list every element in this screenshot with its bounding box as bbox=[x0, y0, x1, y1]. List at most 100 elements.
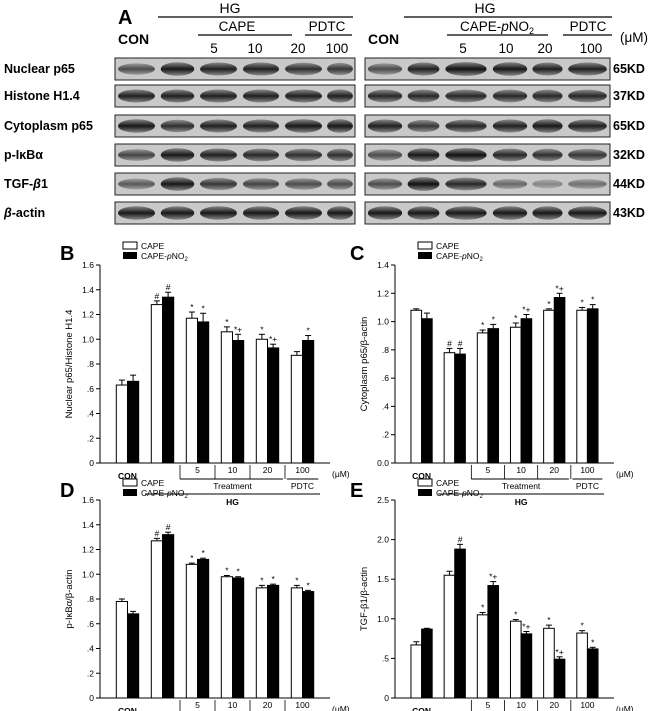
bar-cape-pno2 bbox=[454, 353, 466, 464]
x-label-con: CON bbox=[412, 706, 431, 711]
x-label-pdtc-dose: 100 bbox=[295, 700, 309, 710]
bar-cape bbox=[443, 574, 456, 699]
significance-marker: # bbox=[166, 282, 171, 292]
significance-marker: * bbox=[190, 553, 194, 563]
x-label-dose: 20 bbox=[263, 465, 273, 475]
bar-cape-pno2 bbox=[127, 380, 140, 464]
panel-letter: D bbox=[60, 480, 74, 502]
right-dose-100: 100 bbox=[580, 41, 603, 56]
significance-marker: * bbox=[481, 320, 485, 330]
blot-band bbox=[532, 206, 563, 220]
blot-band bbox=[367, 178, 403, 190]
x-label-dose: 10 bbox=[516, 700, 526, 710]
blot-row-label: β-actin bbox=[3, 206, 45, 220]
blot-band bbox=[200, 119, 237, 133]
legend-label-cape-pno2: CAPE-pNO2 bbox=[141, 251, 188, 263]
y-tick-label: 1.0 bbox=[82, 334, 94, 344]
bar-cape-pno2 bbox=[520, 633, 533, 699]
blot-band bbox=[407, 62, 440, 76]
blot-band bbox=[160, 177, 195, 191]
blot-band bbox=[407, 148, 440, 162]
legend-label-cape-pno2: CAPE-pNO2 bbox=[436, 251, 483, 263]
bar-cape bbox=[185, 317, 199, 464]
blot-band bbox=[160, 148, 195, 162]
blot-band bbox=[160, 119, 195, 133]
legend-swatch-cape-pno2 bbox=[418, 252, 432, 259]
x-label-pdtc: PDTC bbox=[576, 481, 599, 491]
bar-cape-pno2 bbox=[162, 534, 175, 699]
y-tick-label: 0 bbox=[384, 693, 389, 703]
x-label-dose: 5 bbox=[486, 700, 491, 710]
x-label-unit: (μM) bbox=[616, 704, 634, 711]
x-label-hg: HG bbox=[515, 497, 528, 507]
y-tick-label: 2.0 bbox=[377, 535, 389, 545]
blot-band bbox=[242, 119, 280, 133]
chart-panel-b: B CAPECAPE-pNO20.2.4.6.81.01.21.41.6Nucle… bbox=[60, 241, 350, 507]
bar-cape bbox=[255, 587, 268, 699]
significance-marker: * bbox=[201, 548, 205, 558]
bar-cape-pno2 bbox=[487, 328, 500, 464]
blot-band bbox=[118, 119, 155, 133]
blot-band bbox=[200, 89, 237, 103]
y-tick-label: 1.4 bbox=[82, 520, 94, 530]
significance-marker: * bbox=[295, 575, 299, 585]
bar-cape bbox=[543, 309, 555, 464]
bar-cape-pno2 bbox=[553, 658, 566, 699]
significance-marker: *+ bbox=[522, 305, 530, 315]
blot-row-kd: 32KD bbox=[613, 148, 645, 162]
y-tick-label: 1.4 bbox=[82, 285, 94, 295]
bar-cape-pno2 bbox=[553, 297, 566, 464]
significance-marker: * bbox=[190, 302, 194, 312]
significance-marker: * bbox=[306, 326, 310, 336]
bar-cape-pno2 bbox=[302, 591, 315, 699]
blot-band bbox=[407, 206, 440, 220]
legend-swatch-cape-pno2 bbox=[418, 489, 432, 496]
y-tick-label: 1.0 bbox=[377, 614, 389, 624]
right-pdtc-label: PDTC bbox=[570, 19, 607, 34]
bar-cape-pno2 bbox=[520, 318, 533, 464]
bar-cape-pno2 bbox=[267, 584, 280, 699]
bar-cape bbox=[185, 563, 199, 699]
y-tick-label: 1.0 bbox=[82, 569, 94, 579]
y-tick-label: .2 bbox=[87, 668, 94, 678]
y-tick-label: 0.0 bbox=[377, 458, 389, 468]
left-pdtc-label: PDTC bbox=[309, 19, 346, 34]
blot-band bbox=[160, 62, 195, 76]
bar-cape bbox=[443, 352, 456, 464]
blot-band bbox=[327, 119, 353, 133]
blot-band bbox=[327, 206, 353, 220]
y-axis-label: Cytoplasm p65/β-actin bbox=[359, 317, 370, 412]
significance-marker: *+ bbox=[269, 334, 277, 344]
blot-band bbox=[532, 119, 563, 133]
left-dose-20: 20 bbox=[290, 41, 305, 56]
y-tick-label: .6 bbox=[87, 384, 94, 394]
bar-cape bbox=[576, 309, 588, 464]
x-label-con: CON bbox=[118, 471, 137, 481]
bar-cape-pno2 bbox=[302, 339, 315, 464]
significance-marker: # bbox=[155, 528, 160, 538]
y-tick-label: 1.2 bbox=[377, 288, 389, 298]
significance-marker: * bbox=[514, 610, 518, 620]
y-tick-label: .2 bbox=[382, 430, 389, 440]
bar-cape-pno2 bbox=[232, 339, 245, 464]
charts: B CAPECAPE-pNO20.2.4.6.81.01.21.41.6Nucle… bbox=[60, 241, 634, 711]
x-label-dose: 10 bbox=[228, 465, 238, 475]
y-tick-label: .2 bbox=[87, 433, 94, 443]
significance-marker: # bbox=[166, 522, 171, 532]
blot-band bbox=[285, 119, 322, 133]
blot-band bbox=[242, 206, 280, 220]
blot-row-label: Histone H1.4 bbox=[4, 89, 80, 103]
legend-swatch-cape bbox=[417, 241, 433, 250]
blot-band bbox=[445, 62, 487, 76]
blot-band bbox=[285, 148, 322, 162]
left-con-label: CON bbox=[118, 31, 149, 47]
panel-letter: B bbox=[60, 243, 74, 265]
blot-band bbox=[200, 148, 237, 162]
blot-band bbox=[242, 89, 280, 103]
blot-band bbox=[532, 148, 563, 162]
legend-swatch-cape bbox=[122, 478, 138, 487]
x-label-pdtc: PDTC bbox=[291, 481, 314, 491]
right-dose-20: 20 bbox=[537, 41, 552, 56]
